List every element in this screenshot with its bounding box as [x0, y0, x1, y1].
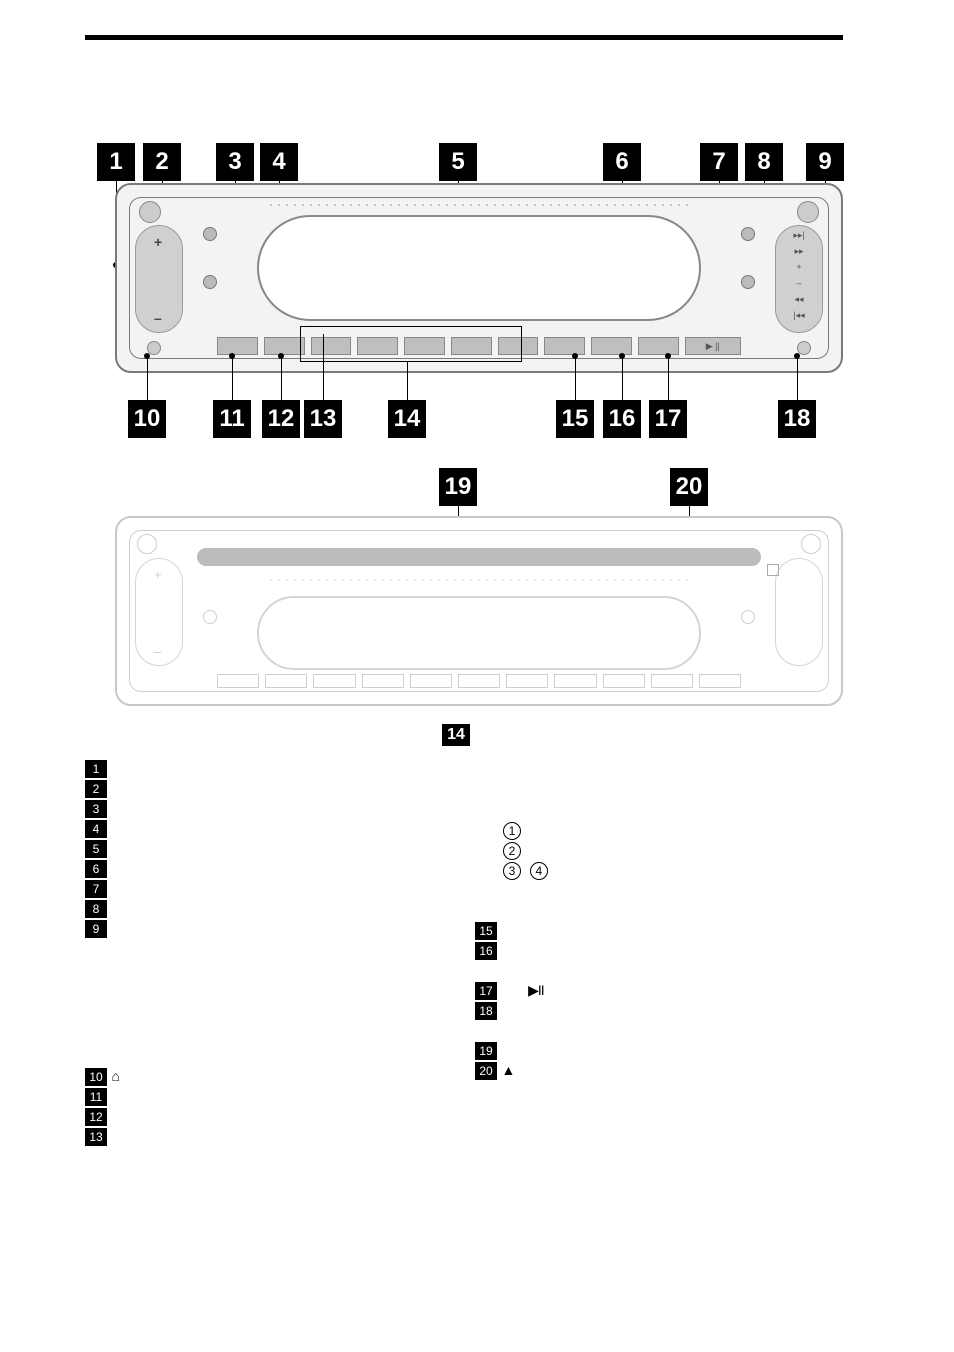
callout-12: 12 — [262, 400, 300, 438]
callout-3: 3 — [216, 143, 254, 181]
leader-11-dot — [229, 353, 235, 359]
bracket-13-14 — [300, 326, 522, 362]
callout-13: 13 — [304, 400, 342, 438]
leader-10-dot — [144, 353, 150, 359]
leader-15-dot — [572, 353, 578, 359]
list-sq-16: 16 — [475, 942, 497, 960]
list-sq-20: 20 — [475, 1062, 497, 1080]
list-sq-4: 4 — [85, 820, 107, 838]
list-sq-13: 13 — [85, 1128, 107, 1146]
list-sq-18: 18 — [475, 1002, 497, 1020]
leader-11 — [232, 358, 233, 400]
leader-16-dot — [619, 353, 625, 359]
device-diagram-flip: +– — [115, 516, 843, 706]
callout-4: 4 — [260, 143, 298, 181]
home-icon: ⌂ — [111, 1068, 119, 1084]
circ-2: 2 — [503, 842, 521, 860]
circ-1: 1 — [503, 822, 521, 840]
circ-3: 3 — [503, 862, 521, 880]
callout-18: 18 — [778, 400, 816, 438]
list-sq-11: 11 — [85, 1088, 107, 1106]
callout-8: 8 — [745, 143, 783, 181]
list-sq-10: 10 — [85, 1068, 107, 1086]
list-sq-15: 15 — [475, 922, 497, 940]
list-sq-2: 2 — [85, 780, 107, 798]
leader-10 — [147, 358, 148, 400]
callout-14: 14 — [388, 400, 426, 438]
callout-6: 6 — [603, 143, 641, 181]
callout-10: 10 — [128, 400, 166, 438]
leader-18-dot — [794, 353, 800, 359]
leader-14 — [407, 362, 408, 400]
list-sq-9: 9 — [85, 920, 107, 938]
list-right-17-18: 17 ▶II 18 — [475, 982, 544, 1022]
play-pause-icon: ▶II — [528, 982, 544, 999]
leader-15 — [575, 358, 576, 400]
callout-17: 17 — [649, 400, 687, 438]
leader-12 — [281, 358, 282, 400]
callout-20: 20 — [670, 468, 708, 506]
callout-1: 1 — [97, 143, 135, 181]
circ-4: 4 — [530, 862, 548, 880]
list-sq-12: 12 — [85, 1108, 107, 1126]
callout-14-solo: 14 — [442, 724, 470, 746]
callout-16: 16 — [603, 400, 641, 438]
list-sq-6: 6 — [85, 860, 107, 878]
list-sq-19: 19 — [475, 1042, 497, 1060]
list-sq-17: 17 — [475, 982, 497, 1000]
list-left-10to13: 10 ⌂ 11 12 13 — [85, 1068, 120, 1148]
list-sq-5: 5 — [85, 840, 107, 858]
list-left-1to9: 1 2 3 4 5 6 7 8 9 — [85, 760, 107, 940]
leader-12-dot — [278, 353, 284, 359]
callout-5: 5 — [439, 143, 477, 181]
leader-16 — [622, 358, 623, 400]
callout-2: 2 — [143, 143, 181, 181]
callout-11: 11 — [213, 400, 251, 438]
eject-icon: ▲ — [501, 1062, 515, 1078]
list-right-19-20: 19 20 ▲ — [475, 1042, 515, 1082]
circled-numbers: 1 2 3 4 — [475, 822, 548, 882]
list-sq-7: 7 — [85, 880, 107, 898]
callout-7: 7 — [700, 143, 738, 181]
leader-17-dot — [665, 353, 671, 359]
list-sq-8: 8 — [85, 900, 107, 918]
callout-19: 19 — [439, 468, 477, 506]
leader-17 — [668, 358, 669, 400]
leader-18 — [797, 358, 798, 400]
list-sq-3: 3 — [85, 800, 107, 818]
list-sq-1: 1 — [85, 760, 107, 778]
list-right-15-16: 15 16 — [475, 922, 497, 962]
callout-15: 15 — [556, 400, 594, 438]
callout-9: 9 — [806, 143, 844, 181]
page-top-rule — [85, 35, 843, 40]
